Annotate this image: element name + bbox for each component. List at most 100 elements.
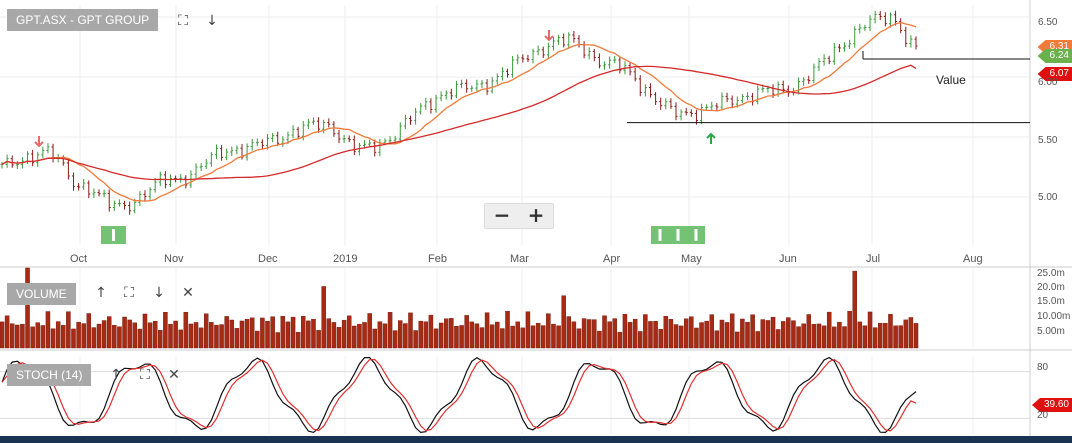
volume-bar	[643, 314, 648, 349]
volume-label[interactable]: VOLUME	[7, 283, 76, 305]
x-tick-label: Aug	[963, 253, 983, 265]
volume-bar	[295, 332, 301, 349]
price-layer	[0, 10, 918, 215]
volume-bar	[694, 327, 699, 349]
volume-bar	[530, 325, 536, 349]
down-arrow-icon[interactable]: ↓	[206, 13, 218, 29]
volume-bar	[408, 312, 413, 349]
volume-bar	[9, 323, 15, 349]
volume-bar	[883, 323, 888, 349]
volume-bar	[551, 323, 556, 349]
up-arrow-icon[interactable]: ↑	[110, 367, 122, 383]
volume-bar	[377, 321, 383, 349]
volume-bar	[112, 325, 117, 349]
volume-bar	[546, 313, 551, 349]
volume-bar	[25, 267, 30, 349]
volume-bar	[357, 323, 362, 349]
volume-bar	[867, 311, 873, 349]
volume-bar	[627, 322, 633, 349]
buy-arrow-icon	[706, 132, 716, 144]
volume-bar	[597, 330, 602, 349]
volume-bar	[244, 318, 250, 349]
expand-icon[interactable]: ⛶	[178, 13, 188, 29]
sell-arrow-icon	[34, 136, 44, 148]
close-icon[interactable]: ✕	[168, 367, 180, 383]
volume-bar	[183, 311, 189, 349]
volume-bar	[96, 323, 102, 349]
volume-bar	[913, 323, 919, 349]
volume-tick-label: 10.00m	[1037, 311, 1071, 322]
zoom-in-button[interactable]: +	[527, 203, 545, 227]
volume-bar	[586, 319, 592, 349]
volume-bar	[443, 318, 449, 349]
overlay-layer	[34, 30, 1030, 244]
stoch-k-line	[1, 356, 917, 434]
volume-bar	[321, 286, 326, 349]
down-arrow-icon[interactable]: ↓	[153, 285, 165, 301]
volume-bar	[750, 314, 755, 349]
x-tick-label: Oct	[70, 253, 88, 265]
x-tick-label: Apr	[603, 253, 621, 265]
volume-bar	[188, 323, 194, 349]
volume-bar	[489, 324, 495, 349]
volume-bar	[500, 328, 505, 349]
volume-bar	[178, 329, 183, 349]
volume-bar	[459, 325, 464, 349]
volume-bar	[525, 311, 531, 349]
volume-bar	[285, 321, 291, 349]
volume-bar	[683, 318, 689, 349]
volume-bar	[786, 317, 791, 349]
volume-bar	[306, 320, 311, 349]
volume-bar	[326, 318, 332, 349]
stoch-label[interactable]: STOCH (14)	[7, 364, 92, 386]
volume-bar	[893, 325, 898, 349]
volume-bar	[270, 316, 275, 349]
volume-bar	[464, 315, 469, 349]
stoch-tick-label: 20	[1037, 410, 1049, 421]
volume-bar	[638, 331, 643, 349]
volume-bar	[20, 323, 25, 349]
volume-bar	[331, 322, 337, 349]
volume-bar	[515, 321, 520, 349]
volume-bar	[668, 319, 674, 349]
volume-bar	[852, 270, 857, 349]
volume-bar	[316, 330, 321, 349]
volume-bar	[908, 317, 914, 349]
slow-ma-line	[1, 64, 917, 181]
stoch-tick-label: 80	[1037, 362, 1049, 373]
stoch-layer	[1, 356, 917, 434]
volume-bar	[607, 321, 612, 349]
volume-bar	[71, 328, 76, 349]
volume-bar	[50, 328, 56, 349]
volume-bar	[204, 313, 209, 349]
volume-bar	[760, 319, 766, 349]
event-marker-stripe	[676, 229, 680, 241]
symbol-label[interactable]: GPT.ASX - GPT GROUP	[7, 9, 159, 31]
volume-bar	[372, 328, 377, 349]
volume-bar	[198, 327, 204, 349]
volume-bar	[158, 330, 163, 349]
volume-bar	[219, 324, 224, 349]
value-annotation: Value	[936, 73, 966, 87]
volume-bar	[55, 321, 61, 349]
x-tick-label: Nov	[164, 253, 184, 265]
expand-icon[interactable]: ⛶	[124, 285, 134, 301]
volume-bar	[648, 321, 653, 349]
y-tick-label: 6.50	[1038, 17, 1058, 28]
x-tick-label: 2019	[333, 253, 358, 265]
volume-bar	[193, 322, 199, 349]
volume-bar	[418, 320, 423, 349]
volume-bar	[403, 323, 408, 349]
volume-bar	[4, 315, 10, 349]
volume-bar	[556, 325, 561, 349]
volume-bar	[0, 321, 5, 349]
x-tick-label: Jun	[779, 253, 797, 265]
close-icon[interactable]: ✕	[182, 285, 194, 301]
up-arrow-icon[interactable]: ↑	[95, 285, 107, 301]
volume-bar	[535, 323, 541, 349]
zoom-out-button[interactable]: −	[493, 203, 511, 227]
expand-icon[interactable]: ⛶	[140, 367, 150, 383]
volume-bar	[428, 314, 434, 349]
zoom-control: − +	[484, 203, 554, 229]
